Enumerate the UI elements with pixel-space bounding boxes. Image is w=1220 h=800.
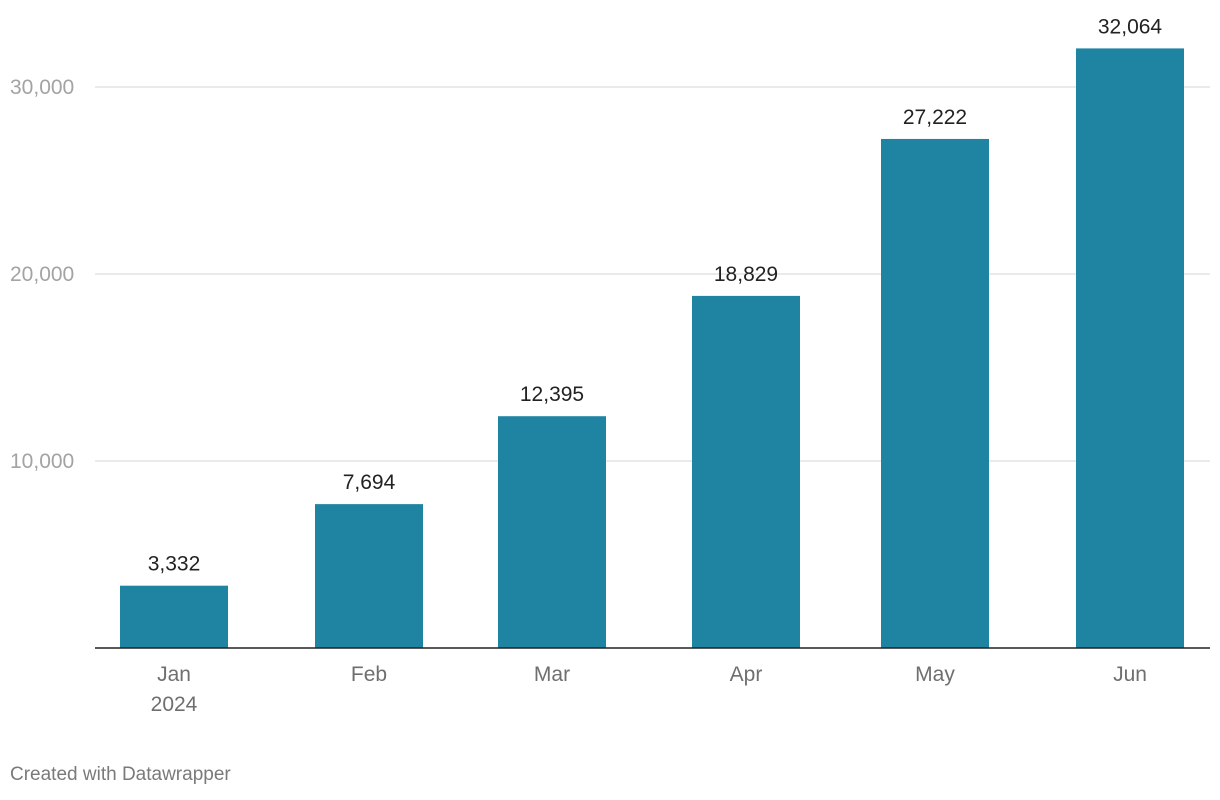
x-axis: Jan 2024 Feb Mar Apr May Jun [151,663,1147,716]
y-axis: 10,000 20,000 30,000 [10,76,74,473]
x-tick-label: Feb [351,663,387,686]
data-label: 7,694 [343,471,396,494]
bar [881,138,989,648]
credit-text: Created with Datawrapper [10,764,231,785]
data-label: 27,222 [903,106,967,129]
x-tick-label: Jan [157,663,191,686]
x-tick-label: Apr [730,663,763,686]
x-tick-sublabel: 2024 [151,693,198,716]
bar [120,585,228,648]
y-tick-label: 20,000 [10,263,74,286]
bar [315,504,423,648]
bar [692,295,800,648]
data-label: 3,332 [148,553,201,576]
data-label: 12,395 [520,383,584,406]
bar [498,416,606,648]
data-labels: 3,332 7,694 12,395 18,829 27,222 32,064 [148,15,1163,575]
y-tick-label: 10,000 [10,450,74,473]
bar [1076,48,1184,648]
gridlines [95,86,1210,462]
x-tick-label: May [915,663,955,686]
y-tick-label: 30,000 [10,76,74,99]
x-tick-label: Jun [1113,663,1147,686]
bars [120,48,1184,648]
data-label: 18,829 [714,263,778,286]
x-tick-label: Mar [534,663,570,686]
data-label: 32,064 [1098,15,1163,38]
